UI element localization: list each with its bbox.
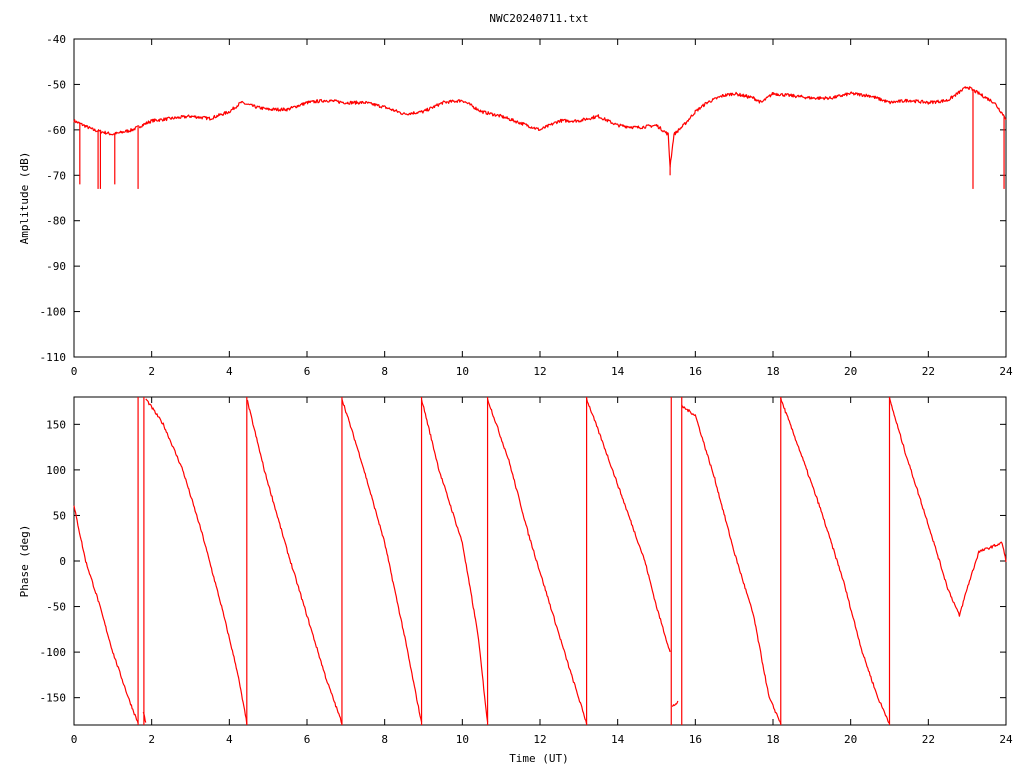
phase-x-tick-label: 4 <box>226 733 233 746</box>
amplitude-y-tick-label: -90 <box>46 260 66 273</box>
amplitude-x-tick-label: 14 <box>611 365 625 378</box>
phase-y-tick-label: 150 <box>46 418 66 431</box>
amplitude-series-line <box>73 86 1007 168</box>
phase-y-tick-label: -50 <box>46 601 66 614</box>
amplitude-x-tick-label: 12 <box>533 365 546 378</box>
phase-x-tick-label: 14 <box>611 733 625 746</box>
phase-segment-line <box>145 398 248 725</box>
amplitude-x-tick-label: 22 <box>922 365 935 378</box>
phase-segment-line <box>73 505 139 724</box>
amplitude-y-tick-label: -80 <box>46 215 66 228</box>
phase-y-tick-label: -100 <box>40 646 67 659</box>
amplitude-x-tick-label: 8 <box>381 365 388 378</box>
amplitude-x-tick-label: 6 <box>304 365 311 378</box>
phase-y-tick-label: 50 <box>53 509 66 522</box>
amplitude-x-tick-label: 2 <box>148 365 155 378</box>
phase-x-tick-label: 22 <box>922 733 935 746</box>
phase-segment-line <box>246 399 343 725</box>
amplitude-panel: Amplitude (dB) 0 2 4 6 8 10 12 14 16 18 20 22 24-40-… <box>18 33 1013 378</box>
amplitude-y-tick-label: -50 <box>46 78 66 91</box>
phase-panel: Phase (deg) Time (UT) 0 2 4 6 8 10 12 14 16 18 20 2… <box>18 396 1013 765</box>
phase-x-tick-label: 0 <box>71 733 78 746</box>
amplitude-y-tick-label: -40 <box>46 33 66 46</box>
phase-x-tick-label: 18 <box>766 733 779 746</box>
time-x-axis-label: Time (UT) <box>509 752 569 765</box>
amplitude-trace <box>73 86 1007 189</box>
phase-x-tick-label: 20 <box>844 733 857 746</box>
chart-title: NWC20240711.txt <box>489 12 588 25</box>
amplitude-y-tick-label: -60 <box>46 124 66 137</box>
amplitude-plot-frame <box>73 38 1007 358</box>
phase-x-tick-label: 2 <box>148 733 155 746</box>
amplitude-y-axis-label: Amplitude (dB) <box>18 152 31 245</box>
phase-y-tick-label: 0 <box>59 555 66 568</box>
phase-trace <box>73 397 1007 725</box>
phase-y-tick-label: -150 <box>40 692 67 705</box>
phase-segment-line <box>681 404 782 725</box>
amplitude-axes: 0 2 4 6 8 10 12 14 16 18 20 22 24-40-50-60-70-80-90-… <box>40 33 1013 378</box>
phase-segment-line <box>341 399 423 723</box>
amplitude-x-tick-label: 4 <box>226 365 233 378</box>
amplitude-x-tick-label: 24 <box>999 365 1013 378</box>
phase-segment-line <box>888 397 1007 617</box>
amplitude-x-tick-label: 20 <box>844 365 857 378</box>
phase-y-tick-label: 100 <box>46 464 66 477</box>
amplitude-x-tick-label: 18 <box>766 365 779 378</box>
phase-x-tick-label: 16 <box>689 733 702 746</box>
amplitude-x-tick-label: 16 <box>689 365 702 378</box>
phase-segment-line <box>780 397 890 724</box>
phase-segment-line <box>487 398 588 725</box>
phase-x-tick-label: 12 <box>533 733 546 746</box>
phase-plot-frame <box>73 396 1007 726</box>
phase-y-axis-label: Phase (deg) <box>18 525 31 598</box>
phase-axes: 0 2 4 6 8 10 12 14 16 18 20 22 24150100500-50-100-15… <box>40 397 1013 746</box>
amplitude-y-tick-label: -100 <box>40 306 67 319</box>
phase-segment-line <box>421 399 489 723</box>
phase-x-tick-label: 24 <box>999 733 1013 746</box>
phase-segment-line <box>671 700 679 707</box>
amplitude-x-tick-label: 0 <box>71 365 78 378</box>
amplitude-x-tick-label: 10 <box>456 365 469 378</box>
phase-segment-line <box>586 398 671 653</box>
phase-x-tick-label: 10 <box>456 733 469 746</box>
phase-x-tick-label: 6 <box>304 733 311 746</box>
amplitude-y-tick-label: -110 <box>40 351 67 364</box>
amplitude-y-tick-label: -70 <box>46 169 66 182</box>
phase-x-tick-label: 8 <box>381 733 388 746</box>
